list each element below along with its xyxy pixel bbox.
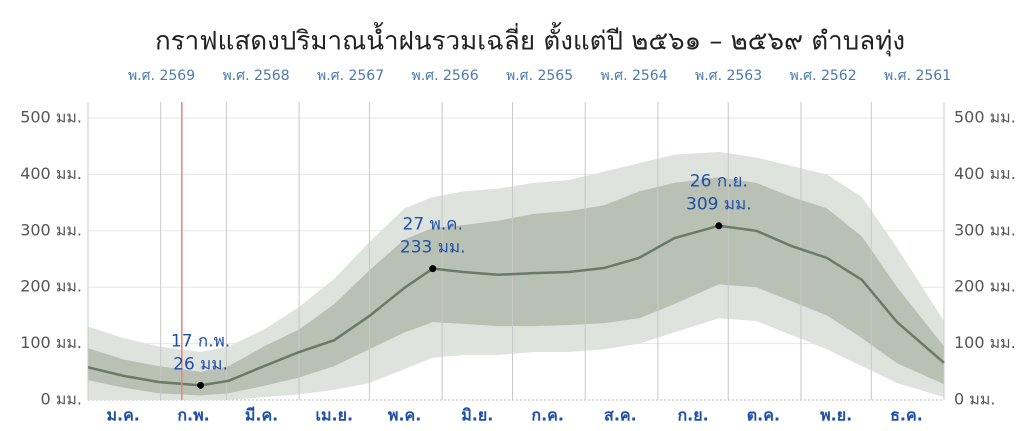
chart-title: กราฟแสดงปริมาณน้ำฝนรวมเฉลี่ย ตั้งแต่ปี ๒… bbox=[155, 22, 905, 57]
legend-item[interactable]: พ.ศ. 2564 bbox=[601, 68, 668, 84]
x-tick-label: ก.ค. bbox=[531, 406, 564, 425]
legend-item[interactable]: พ.ศ. 2568 bbox=[223, 68, 290, 84]
legend-item[interactable]: พ.ศ. 2565 bbox=[506, 68, 573, 84]
annotation-point bbox=[429, 265, 437, 273]
x-tick-label: พ.ย. bbox=[820, 406, 852, 425]
annotation-date: 26 ก.ย. bbox=[690, 172, 748, 192]
legend-item[interactable]: พ.ศ. 2569 bbox=[128, 68, 195, 84]
x-tick-label: ต.ค. bbox=[747, 406, 780, 425]
x-tick-label: ก.พ. bbox=[177, 406, 209, 425]
legend-item[interactable]: พ.ศ. 2567 bbox=[317, 68, 384, 84]
legend-item[interactable]: พ.ศ. 2566 bbox=[412, 68, 479, 84]
y-tick-label-right: 400 มม. bbox=[954, 164, 1016, 183]
x-tick-label: ธ.ค. bbox=[890, 406, 923, 425]
annotation-value: 309 มม. bbox=[686, 195, 752, 215]
legend-item[interactable]: พ.ศ. 2563 bbox=[695, 68, 762, 84]
annotation-value: 26 มม. bbox=[173, 354, 228, 374]
y-tick-label-right: 100 มม. bbox=[954, 333, 1016, 352]
x-tick-label: ก.ย. bbox=[677, 406, 708, 425]
x-tick-label: เม.ย. bbox=[315, 406, 353, 425]
annotation-date: 27 พ.ค. bbox=[403, 215, 463, 235]
y-tick-label: 500 มม. bbox=[20, 108, 82, 127]
y-tick-label-right: 0 มม. bbox=[954, 390, 995, 409]
y-tick-label: 200 มม. bbox=[20, 277, 82, 296]
x-tick-label: มิ.ย. bbox=[461, 406, 493, 425]
y-tick-label: 0 มม. bbox=[41, 390, 82, 409]
annotation-value: 233 มม. bbox=[400, 238, 466, 258]
y-tick-label: 400 มม. bbox=[20, 164, 82, 183]
x-tick-label: ส.ค. bbox=[604, 406, 637, 425]
annotation-point bbox=[715, 222, 723, 230]
y-tick-label-right: 300 มม. bbox=[954, 220, 1016, 239]
y-tick-label-right: 500 มม. bbox=[954, 108, 1016, 127]
annotation-date: 17 ก.พ. bbox=[171, 331, 230, 351]
y-tick-label: 100 มม. bbox=[20, 333, 82, 352]
x-tick-label: มี.ค. bbox=[245, 406, 278, 425]
x-tick-label: พ.ค. bbox=[388, 406, 421, 425]
y-tick-label-right: 200 มม. bbox=[954, 277, 1016, 296]
band bbox=[88, 177, 944, 396]
annotation-point bbox=[197, 381, 205, 389]
median-line bbox=[87, 224, 945, 387]
legend-item[interactable]: พ.ศ. 2561 bbox=[884, 68, 951, 84]
legend-item[interactable]: พ.ศ. 2562 bbox=[790, 68, 857, 84]
y-tick-label: 300 มม. bbox=[20, 220, 82, 239]
x-tick-label: ม.ค. bbox=[106, 406, 139, 425]
